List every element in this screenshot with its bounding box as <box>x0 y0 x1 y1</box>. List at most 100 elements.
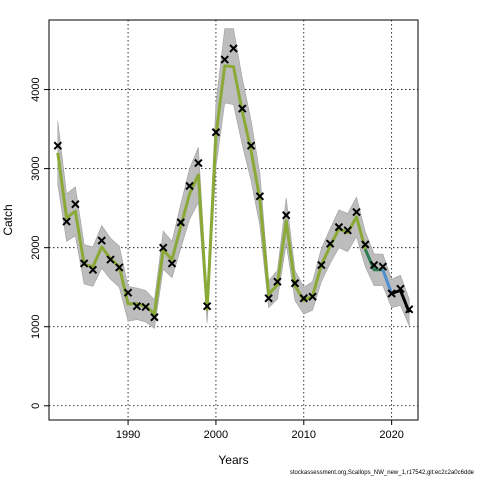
point-stroke <box>150 313 159 322</box>
point-stroke <box>185 181 194 191</box>
observed-point <box>405 305 414 314</box>
observed-point <box>167 259 177 268</box>
point-stroke <box>405 305 414 314</box>
observed-point <box>343 226 352 235</box>
point-stroke <box>361 240 370 249</box>
observed-point <box>369 260 379 270</box>
x-tick-label: 2000 <box>204 429 228 441</box>
point-stroke <box>299 294 308 303</box>
x-tick-label: 2010 <box>292 429 316 441</box>
point-stroke <box>387 289 396 298</box>
observed-point <box>71 199 80 209</box>
point-stroke <box>325 239 335 248</box>
y-tick-label: 0 <box>30 403 42 409</box>
observed-point <box>299 294 308 303</box>
observed-points <box>53 44 414 322</box>
point-stroke <box>115 263 124 272</box>
observed-point <box>176 218 185 227</box>
point-stroke <box>352 207 361 217</box>
observed-point <box>211 128 221 137</box>
point-stroke <box>141 302 150 312</box>
point-stroke <box>282 211 291 220</box>
point-stroke <box>220 55 229 64</box>
observed-point <box>378 262 388 271</box>
point-stroke <box>317 260 326 270</box>
observed-point <box>238 104 247 113</box>
fit-line-segment <box>391 288 411 314</box>
point-stroke <box>123 288 133 297</box>
observed-point <box>282 211 291 220</box>
observed-point <box>264 294 273 303</box>
point-stroke <box>378 262 388 271</box>
observed-point <box>159 243 168 252</box>
point-stroke <box>290 279 300 288</box>
y-tick-label: 1000 <box>30 314 42 338</box>
observed-point <box>229 44 238 53</box>
point-stroke <box>97 236 106 245</box>
point-stroke <box>255 192 265 201</box>
point-stroke <box>273 277 282 286</box>
fit-line-segment <box>381 269 394 295</box>
observed-point <box>79 259 89 268</box>
observed-point <box>150 313 159 322</box>
observed-point <box>141 302 150 312</box>
point-stroke <box>79 259 89 268</box>
observed-point <box>53 141 62 150</box>
point-stroke <box>159 243 168 252</box>
confidence-band <box>57 28 410 329</box>
observed-point <box>273 277 282 286</box>
point-stroke <box>396 284 405 293</box>
observed-point <box>202 301 212 311</box>
point-stroke <box>343 226 352 235</box>
y-tick-label: 2000 <box>30 235 42 259</box>
point-stroke <box>106 255 115 264</box>
point-stroke <box>88 265 98 275</box>
observed-point <box>132 301 142 311</box>
x-axis-title: Years <box>218 453 248 467</box>
observed-point <box>123 288 133 297</box>
y-tick-label: 4000 <box>30 77 42 101</box>
observed-point <box>325 239 335 248</box>
point-stroke <box>211 128 221 137</box>
fit-line-segment <box>56 64 367 316</box>
y-tick-label: 3000 <box>30 156 42 180</box>
point-stroke <box>334 222 344 232</box>
observed-point <box>115 263 124 272</box>
observed-point <box>361 240 370 249</box>
x-axis: 1990 2000 2010 2020 <box>116 420 404 441</box>
observed-point <box>97 236 106 245</box>
y-axis-title: Catch <box>1 204 15 235</box>
point-stroke <box>62 217 71 226</box>
point-stroke <box>229 44 238 53</box>
observed-point <box>255 192 265 201</box>
point-stroke <box>167 259 177 268</box>
observed-point <box>352 207 361 217</box>
point-stroke <box>132 301 142 311</box>
observed-point <box>62 217 71 226</box>
observed-point <box>334 222 344 232</box>
observed-point <box>290 279 300 288</box>
x-tick-label: 2020 <box>379 429 403 441</box>
observed-point <box>185 181 194 191</box>
plot-frame <box>48 19 419 421</box>
point-stroke <box>264 294 273 303</box>
point-stroke <box>71 199 80 209</box>
point-stroke <box>246 141 256 150</box>
x-tick-label: 1990 <box>116 429 140 441</box>
observed-point <box>194 158 203 168</box>
observed-point <box>88 265 98 275</box>
observed-point <box>220 55 229 64</box>
point-stroke <box>53 141 62 150</box>
ci-band <box>57 28 410 329</box>
point-stroke <box>369 260 379 270</box>
observed-point <box>396 284 405 293</box>
point-stroke <box>202 301 212 311</box>
footer-credit: stockassessment.org,Scallops_NW_new_1,r1… <box>289 470 474 476</box>
point-stroke <box>194 158 203 168</box>
observed-point <box>317 260 326 270</box>
point-stroke <box>176 218 185 227</box>
observed-point <box>387 289 396 298</box>
observed-point <box>106 255 115 264</box>
point-stroke <box>308 292 317 301</box>
